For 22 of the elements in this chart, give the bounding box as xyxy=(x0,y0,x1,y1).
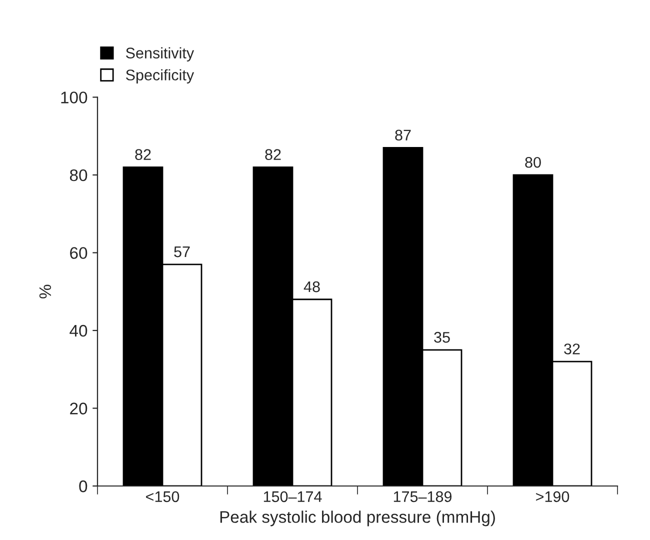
legend-label: Sensitivity xyxy=(126,47,194,62)
data-label: 35 xyxy=(434,332,450,343)
data-label: 48 xyxy=(304,281,320,292)
data-label: 82 xyxy=(135,149,151,160)
x-tick-label: <150 xyxy=(146,491,180,502)
data-label: 80 xyxy=(525,156,541,168)
x-axis-title: Peak systolic blood pressure (mmHg) xyxy=(220,510,495,526)
y-tick-label: 40 xyxy=(70,324,88,337)
legend-label: Specificity xyxy=(126,69,194,84)
y-tick-label: 0 xyxy=(79,480,88,492)
data-label: 82 xyxy=(265,149,281,160)
data-label: 87 xyxy=(395,130,411,141)
y-tick-label: 100 xyxy=(61,92,88,104)
x-tick-label: >190 xyxy=(536,491,570,502)
y-axis-title: % xyxy=(39,284,52,298)
x-tick-label: 175–189 xyxy=(394,491,452,502)
y-tick-label: 20 xyxy=(70,402,88,414)
y-tick-label: 80 xyxy=(70,169,88,182)
data-label: 57 xyxy=(174,246,190,258)
x-tick-label: 150–174 xyxy=(264,491,322,502)
data-label: 32 xyxy=(564,344,580,354)
y-tick-label: 60 xyxy=(70,247,88,259)
